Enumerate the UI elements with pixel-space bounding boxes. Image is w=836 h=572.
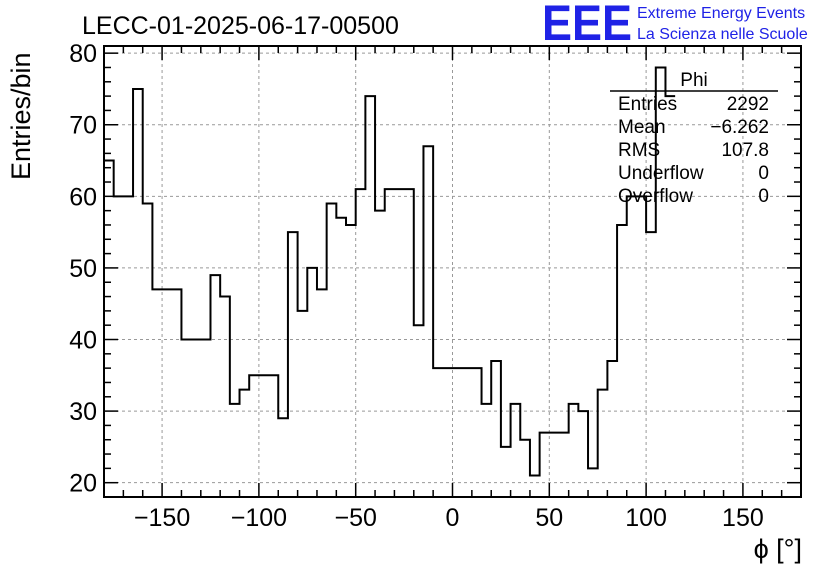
stats-box-rows: Entries 2292 Mean −6.262 RMS 107.8 Underflow 0 O…: [618, 94, 769, 207]
y-tick-label: 40: [69, 327, 97, 355]
eee-logo-mark: EEE: [542, 0, 632, 51]
histogram-steps: [104, 66, 676, 477]
eee-logo: EEE Extreme Energy Events La Scienza nel…: [542, 0, 808, 51]
y-tick-labels: 20 30 40 50 60 70 80: [69, 40, 97, 498]
stats-row-label: Underflow: [618, 163, 704, 184]
x-tick-label: −150: [134, 504, 190, 532]
x-tick-label: −50: [334, 504, 376, 532]
stats-row-label: Overflow: [618, 186, 693, 207]
x-axis-label: ϕ [°]: [754, 534, 802, 564]
stats-row-value: 0: [758, 163, 769, 184]
y-tick-label: 70: [69, 112, 97, 140]
stats-row-value: 107.8: [721, 140, 769, 161]
y-axis-label: Entries/bin: [6, 52, 36, 180]
stats-box: Phi Entries 2292 Mean −6.262 RMS 107.8 Underfl…: [610, 70, 778, 207]
y-tick-label: 80: [69, 40, 97, 68]
stats-row-label: RMS: [618, 140, 660, 161]
y-tick-label: 60: [69, 183, 97, 211]
chart-title: LECC-01-2025-06-17-00500: [82, 12, 399, 40]
stats-row-value: 2292: [727, 94, 769, 115]
x-tick-label: 0: [446, 504, 460, 532]
stats-row-value: −6.262: [710, 117, 769, 138]
axis-ticks: [103, 46, 802, 497]
x-tick-label: 50: [535, 504, 563, 532]
y-tick-label: 50: [69, 255, 97, 283]
x-tick-labels: −150 −100 −50 0 50 100 150: [134, 504, 764, 532]
histogram-series: [104, 66, 676, 477]
y-tick-label: 30: [69, 398, 97, 426]
eee-logo-line1: Extreme Energy Events: [637, 5, 805, 22]
y-tick-label: 20: [69, 470, 97, 498]
x-tick-label: 150: [722, 504, 764, 532]
stats-row-label: Entries: [618, 94, 677, 115]
x-tick-label: −100: [231, 504, 287, 532]
stats-row-value: 0: [758, 186, 769, 207]
x-tick-label: 100: [625, 504, 667, 532]
stats-box-title: Phi: [680, 70, 707, 91]
stats-row-label: Mean: [618, 117, 666, 138]
eee-logo-line2: La Scienza nelle Scuole: [637, 26, 808, 43]
grid-lines: [104, 46, 801, 497]
